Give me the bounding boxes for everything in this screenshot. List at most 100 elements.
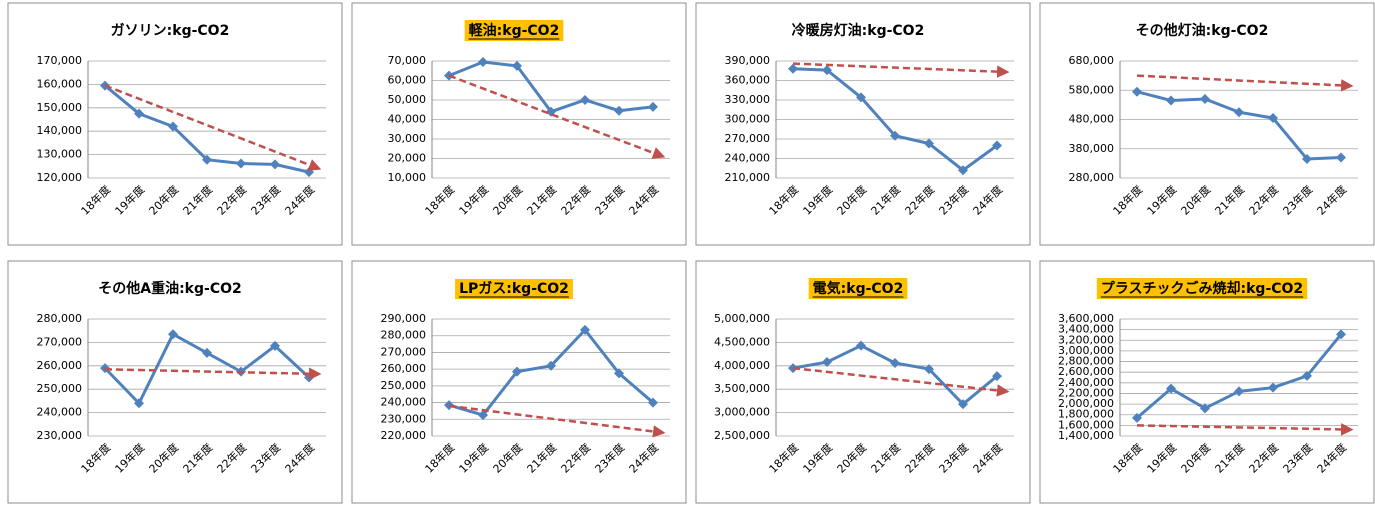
data-point xyxy=(580,324,590,335)
data-point xyxy=(100,363,110,374)
data-point xyxy=(512,366,522,377)
data-point xyxy=(822,65,832,76)
y-tick-label: 3,600,000 xyxy=(1058,312,1114,325)
trend-arrow xyxy=(792,62,1010,78)
y-tick-label: 1,800,000 xyxy=(1058,408,1114,421)
y-tick-label: 3,200,000 xyxy=(1058,333,1114,346)
panel-border xyxy=(351,2,687,246)
y-tick-label: 260,000 xyxy=(37,359,83,372)
trend-arrow xyxy=(104,84,322,171)
panel-border xyxy=(1039,260,1375,504)
y-tick-label: 380,000 xyxy=(1069,142,1115,155)
y-tick-label: 130,000 xyxy=(37,148,83,161)
y-tick-label: 250,000 xyxy=(37,382,83,395)
panel-border xyxy=(695,2,1031,246)
y-tick-label: 4,000,000 xyxy=(714,359,770,372)
chart-title: ガソリン:kg-CO2 xyxy=(111,23,230,39)
y-tick-label: 240,000 xyxy=(725,152,771,165)
data-point xyxy=(580,95,590,105)
y-tick-label: 3,500,000 xyxy=(714,382,770,395)
chart-panel: その他A重油:kg-CO2 230,000 240,000 250,000 260,00… xyxy=(7,260,343,504)
y-tick-label: 680,000 xyxy=(1069,54,1115,67)
y-tick-label: 210,000 xyxy=(725,171,771,184)
y-tick-label: 280,000 xyxy=(37,312,83,325)
y-tick-label: 260,000 xyxy=(381,362,427,375)
y-tick-label: 280,000 xyxy=(381,329,427,342)
data-point xyxy=(890,357,900,368)
y-tick-label: 30,000 xyxy=(388,132,427,145)
trend-arrow xyxy=(792,366,1010,397)
chart-panel: ガソリン:kg-CO2 120,000 130,000 140,000 150,000 1… xyxy=(7,2,343,246)
panel-border xyxy=(1039,2,1375,246)
data-point xyxy=(1302,370,1312,381)
y-tick-label: 160,000 xyxy=(37,77,83,90)
trend-arrow xyxy=(104,367,322,381)
data-point xyxy=(924,138,934,149)
y-tick-label: 70,000 xyxy=(388,54,427,67)
data-point xyxy=(512,60,522,71)
y-tick-label: 2,600,000 xyxy=(1058,365,1114,378)
data-point xyxy=(856,92,866,103)
y-tick-label: 2,000,000 xyxy=(1058,397,1114,410)
panel-border xyxy=(7,260,343,504)
y-tick-label: 2,500,000 xyxy=(714,429,770,442)
data-point xyxy=(1268,382,1278,393)
y-tick-label: 3,400,000 xyxy=(1058,323,1114,336)
y-tick-label: 120,000 xyxy=(37,171,83,184)
data-point xyxy=(890,130,900,141)
y-tick-label: 60,000 xyxy=(388,74,427,87)
data-point xyxy=(546,360,556,371)
data-point xyxy=(134,398,144,409)
y-tick-label: 2,800,000 xyxy=(1058,355,1114,368)
y-tick-label: 1,600,000 xyxy=(1058,418,1114,431)
y-tick-label: 240,000 xyxy=(37,406,83,419)
y-tick-label: 280,000 xyxy=(1069,171,1115,184)
y-tick-label: 330,000 xyxy=(725,93,771,106)
trend-arrow xyxy=(1136,423,1354,436)
trend-arrow xyxy=(448,404,666,438)
data-point xyxy=(1200,94,1210,105)
data-point xyxy=(822,357,832,368)
y-tick-label: 300,000 xyxy=(725,113,771,126)
chart-panel: 電気:kg-CO2 2,500,000 3,000,000 3,500,000 4,00… xyxy=(695,260,1031,504)
y-tick-label: 580,000 xyxy=(1069,83,1115,96)
title-highlight xyxy=(1096,278,1308,299)
trend-arrow xyxy=(448,74,666,159)
trend-arrow xyxy=(1136,74,1354,92)
data-point xyxy=(992,371,1002,382)
data-point xyxy=(270,159,280,170)
data-point xyxy=(236,158,246,169)
data-point xyxy=(1234,386,1244,397)
data-point xyxy=(168,329,178,340)
y-tick-label: 230,000 xyxy=(381,412,427,425)
chart-title: 軽油:kg-CO2 xyxy=(469,22,560,39)
y-tick-label: 360,000 xyxy=(725,74,771,87)
title-highlight xyxy=(808,278,908,299)
data-point xyxy=(444,400,454,411)
y-tick-label: 250,000 xyxy=(381,379,427,392)
y-tick-label: 4,500,000 xyxy=(714,335,770,348)
data-point xyxy=(958,399,968,410)
y-tick-label: 220,000 xyxy=(381,429,427,442)
chart-title: その他灯油:kg-CO2 xyxy=(1136,22,1269,39)
y-tick-label: 230,000 xyxy=(37,429,83,442)
y-tick-label: 270,000 xyxy=(37,335,83,348)
data-point xyxy=(1166,383,1176,394)
chart-title: プラスチックごみ焼却:kg-CO2 xyxy=(1101,280,1303,297)
data-point xyxy=(1132,412,1142,423)
data-point xyxy=(1132,86,1142,97)
y-tick-label: 290,000 xyxy=(381,312,427,325)
y-tick-label: 10,000 xyxy=(388,171,427,184)
y-tick-label: 480,000 xyxy=(1069,113,1115,126)
y-tick-label: 1,400,000 xyxy=(1058,429,1114,442)
chart-title: LPガス:kg-CO2 xyxy=(459,281,569,297)
data-point xyxy=(1268,113,1278,124)
chart-panel: その他灯油:kg-CO2 280,000 380,000 480,000 580,000… xyxy=(1039,2,1375,246)
data-point xyxy=(614,368,624,379)
data-point xyxy=(856,340,866,351)
data-point xyxy=(648,101,658,112)
y-tick-label: 2,200,000 xyxy=(1058,386,1114,399)
panel-border xyxy=(695,260,1031,504)
y-tick-label: 3,000,000 xyxy=(714,406,770,419)
